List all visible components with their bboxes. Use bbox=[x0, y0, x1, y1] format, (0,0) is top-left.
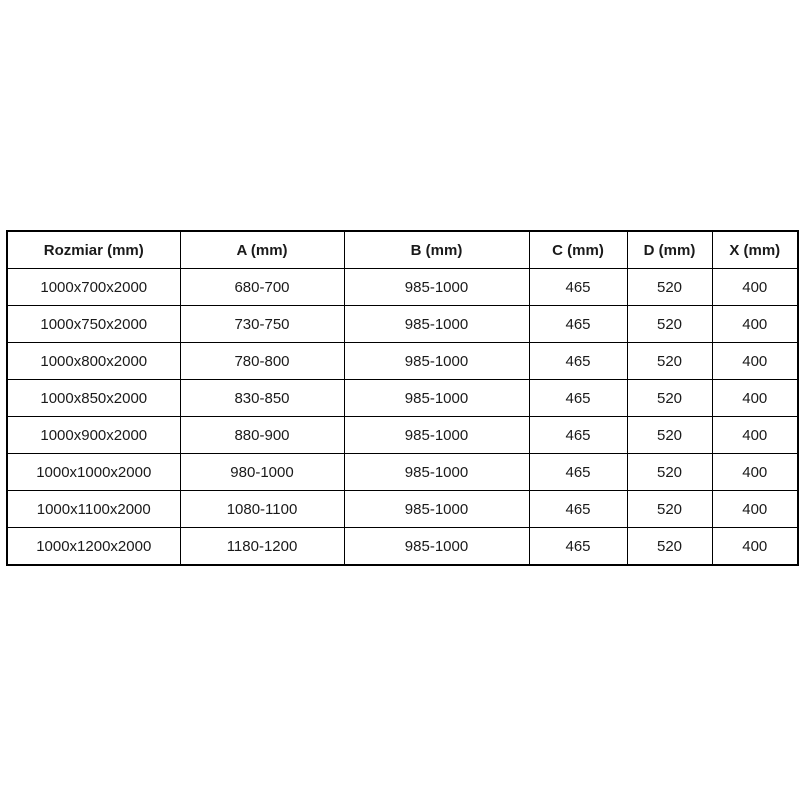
table-cell-x: 400 bbox=[711, 268, 799, 306]
table-cell-d: 520 bbox=[626, 490, 713, 528]
col-header-a: A (mm) bbox=[179, 230, 345, 269]
table-cell-x: 400 bbox=[711, 305, 799, 343]
table-cell-rozmiar: 1000x750x2000 bbox=[6, 305, 181, 343]
table-cell-rozmiar: 1000x700x2000 bbox=[6, 268, 181, 306]
table-cell-rozmiar: 1000x900x2000 bbox=[6, 416, 181, 454]
table-cell-b: 985-1000 bbox=[343, 342, 530, 380]
table-cell-b: 985-1000 bbox=[343, 490, 530, 528]
table-cell-a: 730-750 bbox=[179, 305, 345, 343]
col-header-d: D (mm) bbox=[626, 230, 713, 269]
table-cell-x: 400 bbox=[711, 527, 799, 566]
table-cell-d: 520 bbox=[626, 342, 713, 380]
table-cell-d: 520 bbox=[626, 453, 713, 491]
table-cell-b: 985-1000 bbox=[343, 527, 530, 566]
table-cell-a: 830-850 bbox=[179, 379, 345, 417]
table-cell-c: 465 bbox=[528, 453, 628, 491]
table-row: 1000x700x2000 680-700 985-1000 465 520 400 bbox=[6, 268, 799, 306]
table-row: 1000x850x2000 830-850 985-1000 465 520 400 bbox=[6, 379, 799, 417]
table-cell-d: 520 bbox=[626, 305, 713, 343]
table-cell-rozmiar: 1000x800x2000 bbox=[6, 342, 181, 380]
table-cell-b: 985-1000 bbox=[343, 379, 530, 417]
table-cell-b: 985-1000 bbox=[343, 305, 530, 343]
table-header: Rozmiar (mm) A (mm) B (mm) C (mm) D (mm)… bbox=[6, 230, 799, 269]
table-cell-a: 980-1000 bbox=[179, 453, 345, 491]
header-row: Rozmiar (mm) A (mm) B (mm) C (mm) D (mm)… bbox=[6, 230, 799, 269]
col-header-x: X (mm) bbox=[711, 230, 799, 269]
table-cell-rozmiar: 1000x1200x2000 bbox=[6, 527, 181, 566]
table-cell-a: 1180-1200 bbox=[179, 527, 345, 566]
table-cell-x: 400 bbox=[711, 379, 799, 417]
table-row: 1000x800x2000 780-800 985-1000 465 520 400 bbox=[6, 342, 799, 380]
table-cell-a: 680-700 bbox=[179, 268, 345, 306]
table-row: 1000x1000x2000 980-1000 985-1000 465 520 400 bbox=[6, 453, 799, 491]
table-cell-c: 465 bbox=[528, 379, 628, 417]
table-row: 1000x1100x2000 1080-1100 985-1000 465 520 400 bbox=[6, 490, 799, 528]
dimensions-table: Rozmiar (mm) A (mm) B (mm) C (mm) D (mm)… bbox=[6, 230, 799, 566]
table-cell-d: 520 bbox=[626, 379, 713, 417]
table-cell-rozmiar: 1000x1100x2000 bbox=[6, 490, 181, 528]
table-cell-c: 465 bbox=[528, 305, 628, 343]
table-cell-x: 400 bbox=[711, 416, 799, 454]
table-cell-rozmiar: 1000x1000x2000 bbox=[6, 453, 181, 491]
table-cell-b: 985-1000 bbox=[343, 453, 530, 491]
table-cell-c: 465 bbox=[528, 416, 628, 454]
table-cell-d: 520 bbox=[626, 527, 713, 566]
table-cell-c: 465 bbox=[528, 527, 628, 566]
table-cell-d: 520 bbox=[626, 416, 713, 454]
table-cell-a: 880-900 bbox=[179, 416, 345, 454]
table-row: 1000x750x2000 730-750 985-1000 465 520 400 bbox=[6, 305, 799, 343]
table-cell-c: 465 bbox=[528, 342, 628, 380]
table-body: 1000x700x2000 680-700 985-1000 465 520 400 100… bbox=[6, 268, 799, 566]
table-cell-a: 1080-1100 bbox=[179, 490, 345, 528]
col-header-b: B (mm) bbox=[343, 230, 530, 269]
table-cell-c: 465 bbox=[528, 490, 628, 528]
table-cell-b: 985-1000 bbox=[343, 268, 530, 306]
col-header-rozmiar: Rozmiar (mm) bbox=[6, 230, 181, 269]
table-cell-rozmiar: 1000x850x2000 bbox=[6, 379, 181, 417]
table-cell-x: 400 bbox=[711, 490, 799, 528]
table-cell-x: 400 bbox=[711, 342, 799, 380]
table-row: 1000x1200x2000 1180-1200 985-1000 465 520 400 bbox=[6, 527, 799, 566]
table-cell-x: 400 bbox=[711, 453, 799, 491]
table-cell-d: 520 bbox=[626, 268, 713, 306]
table-cell-b: 985-1000 bbox=[343, 416, 530, 454]
table-cell-a: 780-800 bbox=[179, 342, 345, 380]
table-row: 1000x900x2000 880-900 985-1000 465 520 400 bbox=[6, 416, 799, 454]
table-cell-c: 465 bbox=[528, 268, 628, 306]
col-header-c: C (mm) bbox=[528, 230, 628, 269]
